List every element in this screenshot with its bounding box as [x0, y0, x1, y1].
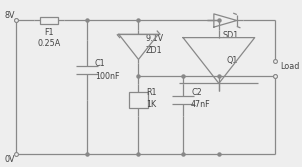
- Text: SD1: SD1: [223, 31, 239, 40]
- Text: 100nF: 100nF: [95, 72, 119, 81]
- Text: 8V: 8V: [5, 11, 15, 20]
- Text: F1: F1: [44, 28, 53, 37]
- Text: 0.25A: 0.25A: [37, 39, 60, 48]
- Text: R1: R1: [146, 88, 157, 97]
- Text: 0V: 0V: [5, 155, 15, 164]
- Text: C1: C1: [95, 59, 105, 68]
- Text: C2: C2: [191, 88, 202, 97]
- Text: Load: Load: [281, 62, 300, 71]
- Text: 9.1V: 9.1V: [146, 34, 164, 43]
- Text: 1K: 1K: [146, 100, 157, 109]
- Bar: [129, 92, 148, 108]
- Text: Q1: Q1: [227, 56, 238, 65]
- Text: 47nF: 47nF: [191, 100, 211, 109]
- Text: ZD1: ZD1: [146, 46, 162, 55]
- Bar: [40, 17, 58, 24]
